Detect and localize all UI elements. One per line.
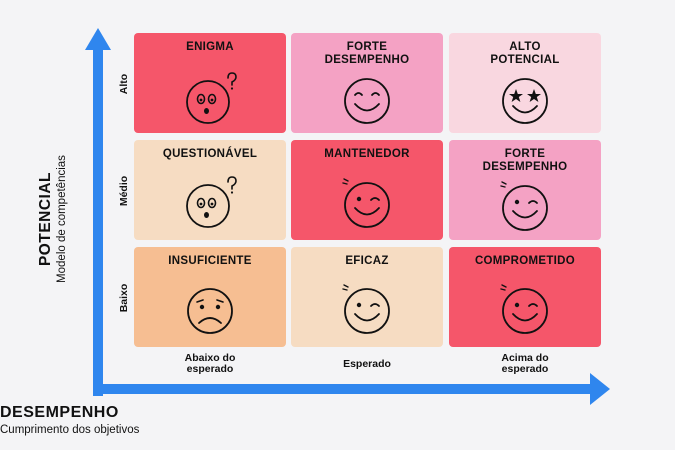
cell-questionable: QUESTIONÁVEL	[134, 140, 286, 240]
cell-title: FORTE DESEMPENHO	[482, 148, 568, 173]
cell-maintainer: MANTENEDOR	[291, 140, 443, 240]
cell-title: MANTENEDOR	[324, 148, 410, 160]
cell-title: EFICAZ	[345, 255, 389, 267]
row-label-low: Baixo	[118, 283, 130, 313]
cell-title: COMPROMETIDO	[474, 255, 576, 267]
x-axis-arrow	[93, 373, 610, 405]
row-label-medium: Médio	[118, 175, 130, 207]
y-axis-title: POTENCIAL Modelo de competências	[37, 119, 69, 319]
cell-committed: COMPROMETIDO	[449, 247, 601, 347]
y-axis-subtitle: Modelo de competências	[56, 155, 68, 283]
cell-high-potential: ALTO POTENCIAL	[449, 33, 601, 133]
cell-title: QUESTIONÁVEL	[162, 148, 258, 160]
star-eyes-face-icon	[498, 73, 552, 127]
column-label-expected: Esperado	[343, 358, 391, 370]
confused-face-icon	[183, 176, 237, 231]
winking-face-icon	[340, 177, 394, 231]
cell-title: ALTO POTENCIAL	[490, 41, 560, 66]
sad-face-icon	[183, 283, 237, 337]
winking-face-icon	[498, 180, 552, 234]
x-axis-main-title: DESEMPENHO	[0, 404, 119, 421]
winking-face-icon	[340, 283, 394, 337]
column-label-below: Abaixo do esperado	[184, 352, 236, 375]
cell-strong-performance-top: FORTE DESEMPENHO	[291, 33, 443, 133]
x-axis-subtitle: Cumprimento dos objetivos	[0, 424, 140, 436]
cell-title: FORTE DESEMPENHO	[324, 41, 410, 66]
confused-face-icon	[183, 72, 237, 127]
cell-insufficient: INSUFICIENTE	[134, 247, 286, 347]
cell-title: INSUFICIENTE	[168, 255, 252, 267]
y-axis-main-title: POTENCIAL	[37, 171, 54, 267]
row-label-high: Alto	[118, 73, 130, 95]
column-label-above: Acima do esperado	[501, 352, 549, 375]
cell-enigma: ENIGMA	[134, 33, 286, 133]
y-axis-arrow	[85, 28, 111, 396]
cell-strong-performance-mid: FORTE DESEMPENHO	[449, 140, 601, 240]
cell-title: ENIGMA	[186, 41, 234, 53]
cell-effective: EFICAZ	[291, 247, 443, 347]
winking-face-icon	[498, 283, 552, 337]
smiling-face-icon	[340, 73, 394, 127]
